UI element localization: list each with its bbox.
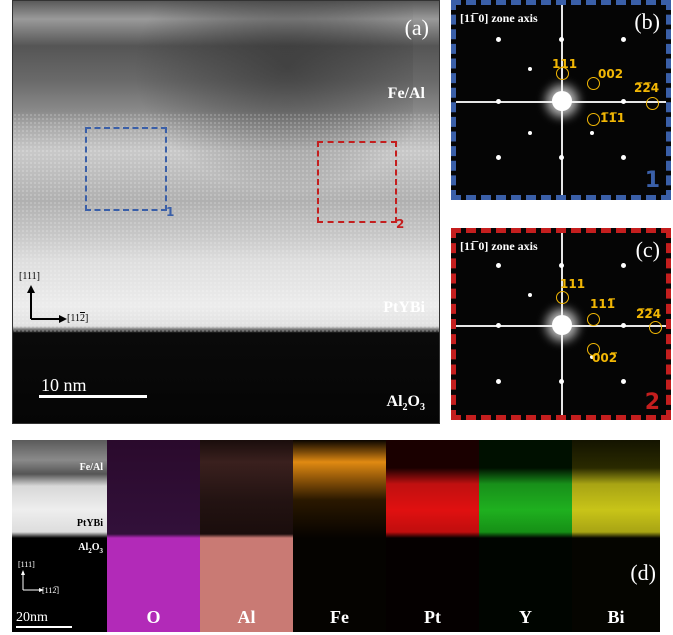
spot-label-11bar1: 111̅ [590,297,616,311]
layer-label-al2o3: Al2O3 [386,393,425,414]
element-label-y: Y [519,607,532,627]
scale-bar-a [39,395,147,398]
central-spot [552,315,572,335]
diffraction-spot [559,155,564,160]
diffraction-spot [590,355,594,359]
diffraction-spot [496,37,501,42]
fft-panel-c: [11̅ 0] zone axis (c) 111 111̅ 2̅2̅4 002… [451,228,671,420]
region-number-2: 2 [644,390,660,415]
element-label-o: O [146,607,161,627]
axis-label-111: [111] [19,271,40,282]
diffraction-spot [621,155,626,160]
diffraction-spot [621,263,626,268]
spot-ring-111 [556,67,569,80]
scale-bar-d [16,626,72,628]
diffraction-spot [621,99,626,104]
spot-label-111: 111 [552,57,578,71]
eds-maps-panel-d: Fe/Al PtYBi Al2O3 [111] [112̅] 20nm O Al… [12,440,660,632]
diffraction-spot [496,155,501,160]
diffraction-spot [496,263,501,268]
scale-label-20nm: 20nm [16,610,48,625]
spot-ring-002bar [587,343,600,356]
thumb-label-al2o3: Al2O3 [78,542,103,555]
diffraction-spot [621,379,626,384]
thumb-label-ptybi: PtYBi [76,518,103,529]
diffraction-spot [528,67,532,71]
fe-al-protrusion [133,1,413,191]
spot-label-111: 111 [560,277,586,291]
axis-label-112: [112] [67,313,89,324]
spot-label-224: 2̅2̅4 [634,81,660,95]
spot-ring-11bar1 [587,113,600,126]
eds-map-fe: Fe [293,440,386,632]
scale-label-10nm: 10 nm [41,375,87,395]
thumb-axis-112: [112̅] [42,586,60,595]
spot-label-002bar: 002̅ [592,351,618,365]
haadf-thumbnail: Fe/Al PtYBi Al2O3 [111] [112̅] 20nm [12,440,107,632]
element-label-fe: Fe [330,607,349,627]
diffraction-spot [528,131,532,135]
stem-image-panel-a: (a) Fe/Al PtYBi Al2O3 1 2 [111] [112] 10… [12,0,440,424]
central-spot [552,91,572,111]
axis-arrows-icon [21,285,81,325]
panel-letter-c: (c) [635,237,660,262]
diffraction-spot [590,131,594,135]
zone-axis-label-c: [11̅ 0] zone axis [460,239,538,253]
fft-panel-b: [11̅ 0] zone axis (b) 111 002 2̅2̅4 1̅1̅… [451,0,671,200]
spot-label-11bar1: 1̅1̅1 [600,111,626,125]
element-label-bi: Bi [607,607,625,627]
diffraction-spot [496,379,501,384]
spot-label-002: 002 [598,67,624,81]
diffraction-spot [559,379,564,384]
eds-map-al: Al [200,440,293,632]
element-label-al: Al [237,607,256,627]
panel-letter-b: (b) [634,9,660,34]
diffraction-spot [621,323,626,328]
spot-ring-111 [556,291,569,304]
thumb-axis-arrows-icon [18,570,58,594]
spot-ring-002 [587,77,600,90]
spot-ring-11bar1 [587,313,600,326]
diffraction-spot [559,37,564,42]
layer-label-ptybi: PtYBi [383,299,425,316]
region-box-1 [85,127,167,211]
diffraction-spot [528,293,532,297]
spot-ring-224 [646,97,659,110]
thumb-label-fe-al: Fe/Al [79,462,103,473]
diffraction-spot [496,323,501,328]
zone-axis-label-b: [11̅ 0] zone axis [460,11,538,25]
eds-map-o: O [107,440,200,632]
region-box-2 [317,141,397,223]
panel-letter-a: (a) [404,15,429,40]
lattice-texture [13,113,439,333]
panel-letter-d: (d) [630,560,656,585]
region-label-1: 1 [166,205,175,219]
thumb-axis-111: [111] [18,560,35,569]
diffraction-spot [559,263,564,268]
diffraction-spot [496,99,501,104]
eds-map-bi: Bi (d) [572,440,660,632]
element-label-pt: Pt [424,607,441,627]
spot-label-224: 2̅2̅4 [636,307,662,321]
eds-map-y: Y [479,440,572,632]
region-number-1: 1 [644,168,660,193]
region-label-2: 2 [396,217,405,231]
spot-ring-224 [649,321,662,334]
diffraction-spot [621,37,626,42]
layer-label-fe-al: Fe/Al [387,85,425,102]
eds-map-pt: Pt [386,440,479,632]
